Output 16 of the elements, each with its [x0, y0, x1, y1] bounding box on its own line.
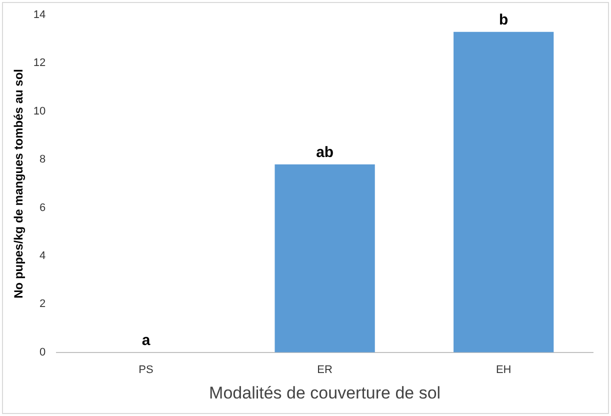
- y-tick-label: 0: [40, 346, 46, 358]
- y-tick-label: 8: [40, 154, 46, 166]
- y-tick-label: 4: [40, 250, 46, 262]
- annotation: ab: [316, 144, 334, 162]
- y-tick-label: 2: [40, 298, 46, 310]
- y-tick-label: 6: [40, 202, 46, 214]
- y-tick-label: 14: [33, 9, 46, 22]
- x-tick-label: PS: [138, 364, 154, 376]
- annotation: b: [499, 12, 508, 29]
- x-axis-title: Modalités de couverture de sol: [209, 383, 441, 402]
- y-tick-label: 10: [33, 105, 46, 118]
- x-tick-label: ER: [317, 364, 333, 376]
- x-tick-label: EH: [496, 364, 512, 376]
- y-axis-title: No pupes/kg de mangues tombés au sol: [12, 69, 26, 298]
- annotation: a: [142, 332, 151, 350]
- y-tick-label: 12: [33, 57, 46, 70]
